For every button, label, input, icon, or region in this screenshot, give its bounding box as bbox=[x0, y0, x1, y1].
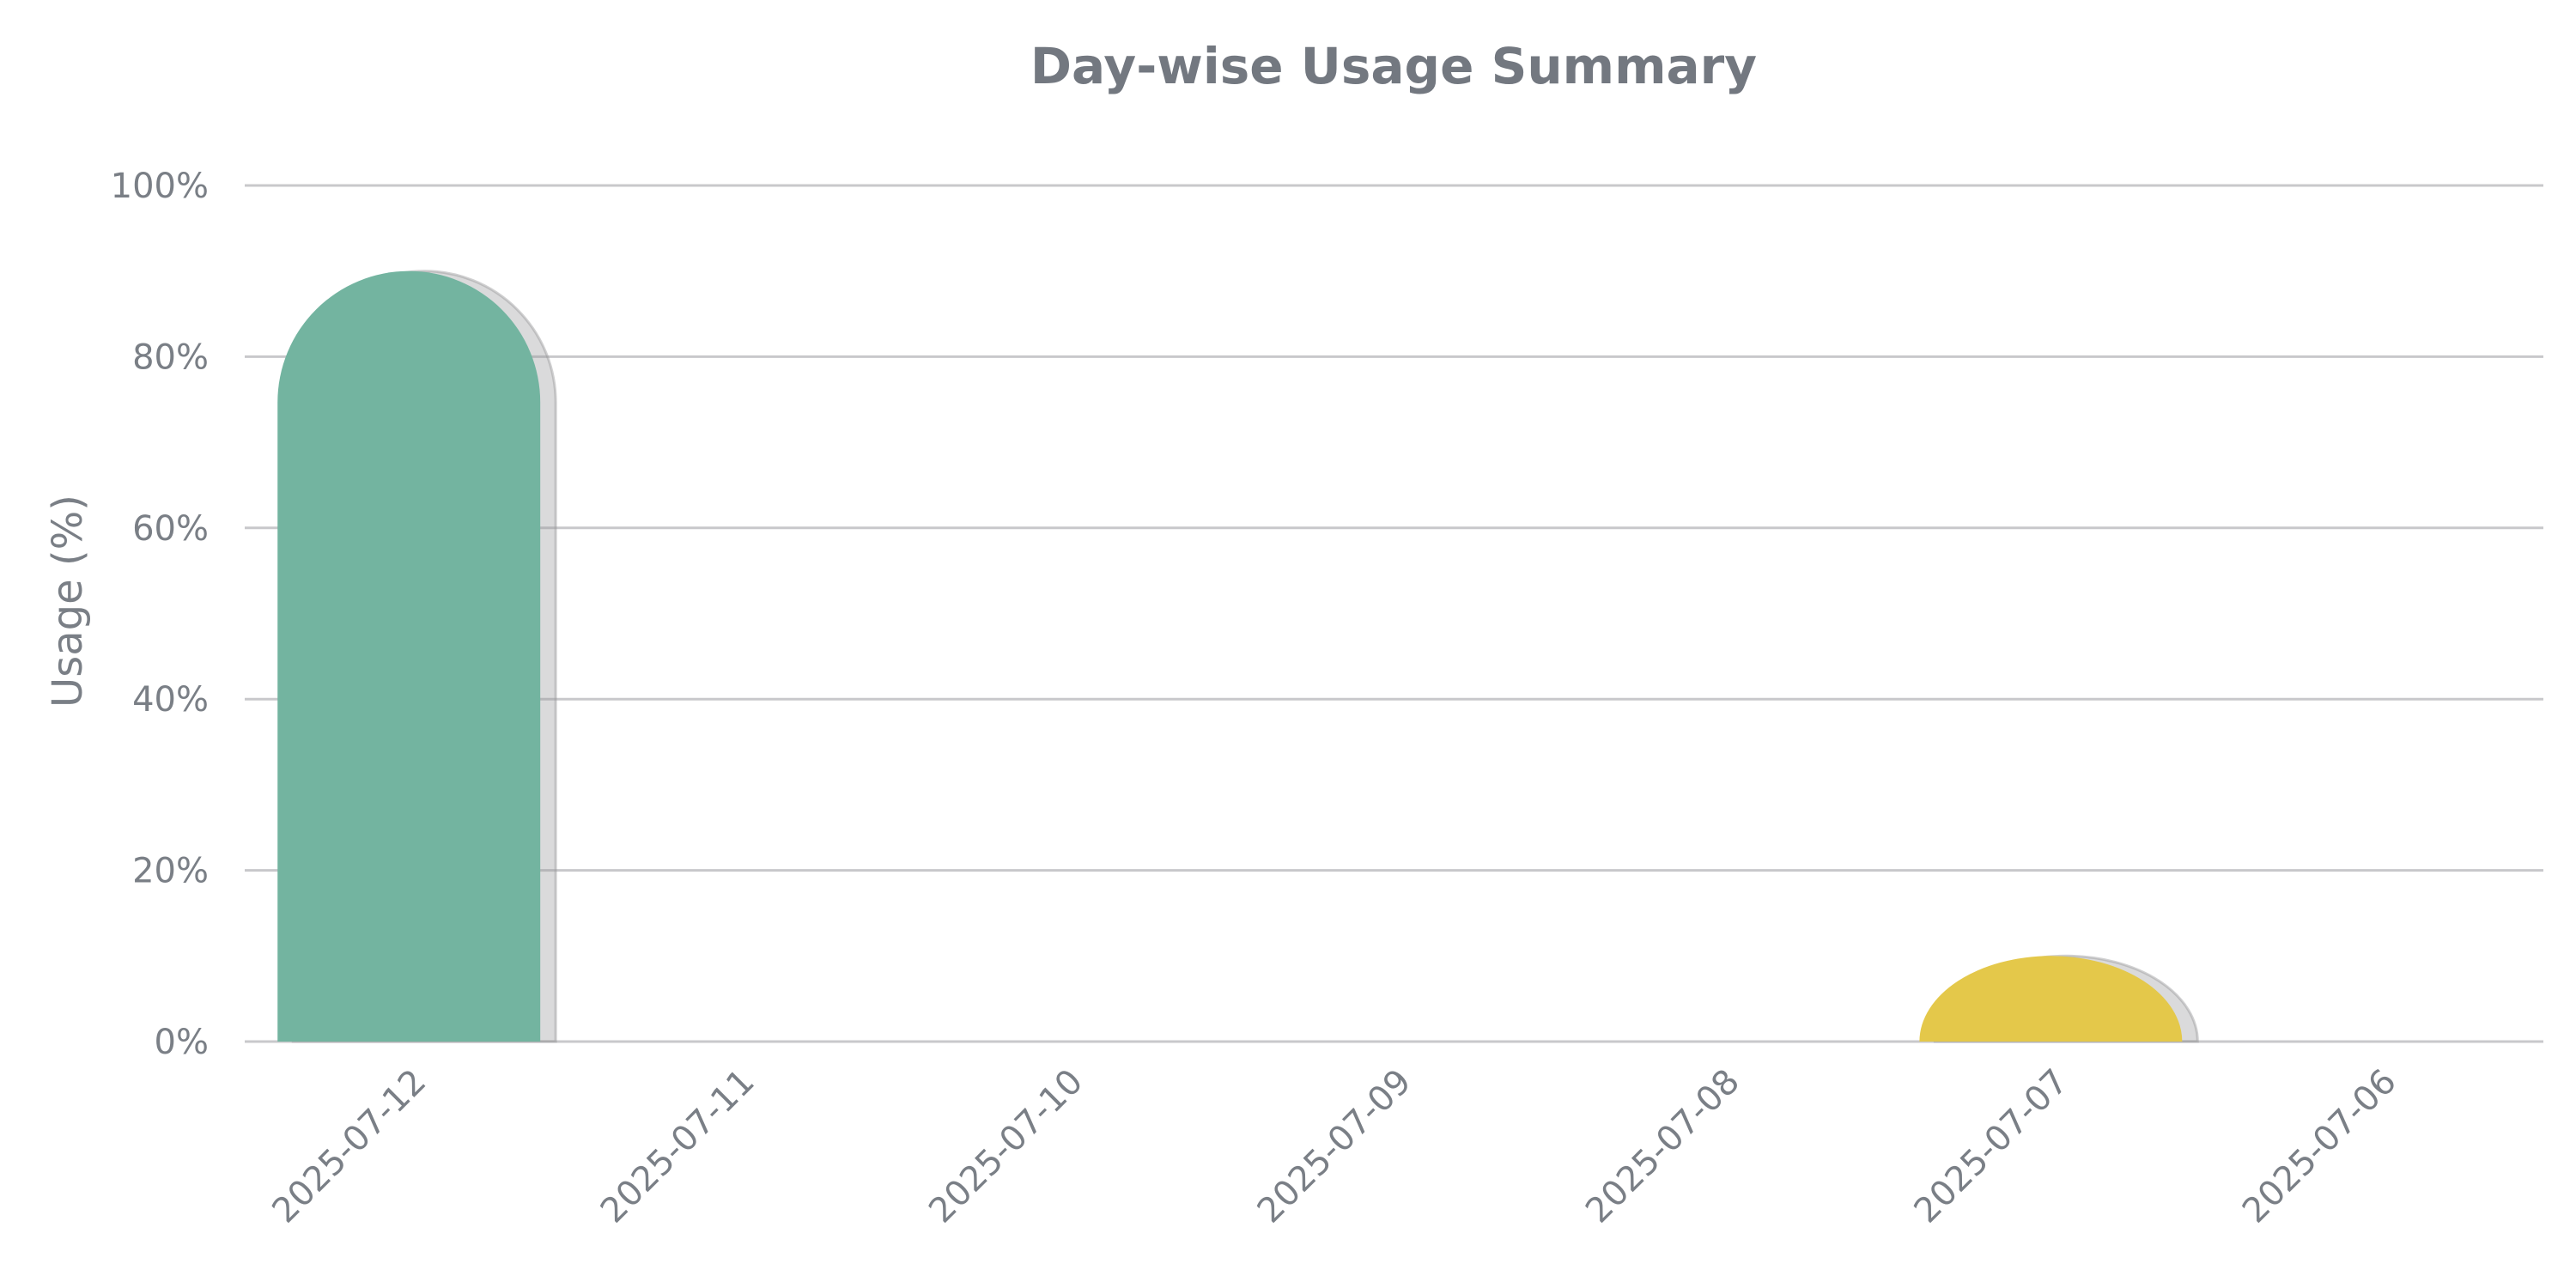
x-tick-label: 2025-07-07 bbox=[1907, 1062, 2076, 1231]
y-axis-ticks: 0% 20% 40% 60% 80% 100% bbox=[111, 167, 209, 1062]
y-tick-label: 0% bbox=[155, 1023, 209, 1062]
x-tick-label: 2025-07-09 bbox=[1250, 1062, 1419, 1231]
y-tick-label: 100% bbox=[111, 167, 209, 206]
x-tick-label: 2025-07-11 bbox=[593, 1062, 762, 1231]
y-tick-label: 60% bbox=[132, 509, 209, 549]
chart-title: Day-wise Usage Summary bbox=[1030, 37, 1757, 95]
x-tick-label: 2025-07-08 bbox=[1578, 1062, 1747, 1231]
y-tick-label: 20% bbox=[132, 852, 209, 891]
x-axis-ticks: 2025-07-12 2025-07-11 2025-07-10 2025-07-09… bbox=[264, 1062, 2403, 1231]
x-tick-label: 2025-07-06 bbox=[2235, 1062, 2404, 1231]
bars bbox=[277, 270, 2183, 1042]
y-tick-label: 80% bbox=[132, 337, 209, 377]
y-tick-label: 40% bbox=[132, 680, 209, 720]
x-tick-label: 2025-07-12 bbox=[264, 1062, 434, 1231]
bar-2025-07-12 bbox=[277, 270, 541, 1042]
bar-2025-07-07 bbox=[1919, 956, 2183, 1042]
x-tick-label: 2025-07-10 bbox=[921, 1062, 1091, 1231]
bar-shadows bbox=[291, 270, 2199, 1043]
y-axis-label: Usage (%) bbox=[44, 495, 92, 708]
gridlines bbox=[245, 184, 2543, 1043]
